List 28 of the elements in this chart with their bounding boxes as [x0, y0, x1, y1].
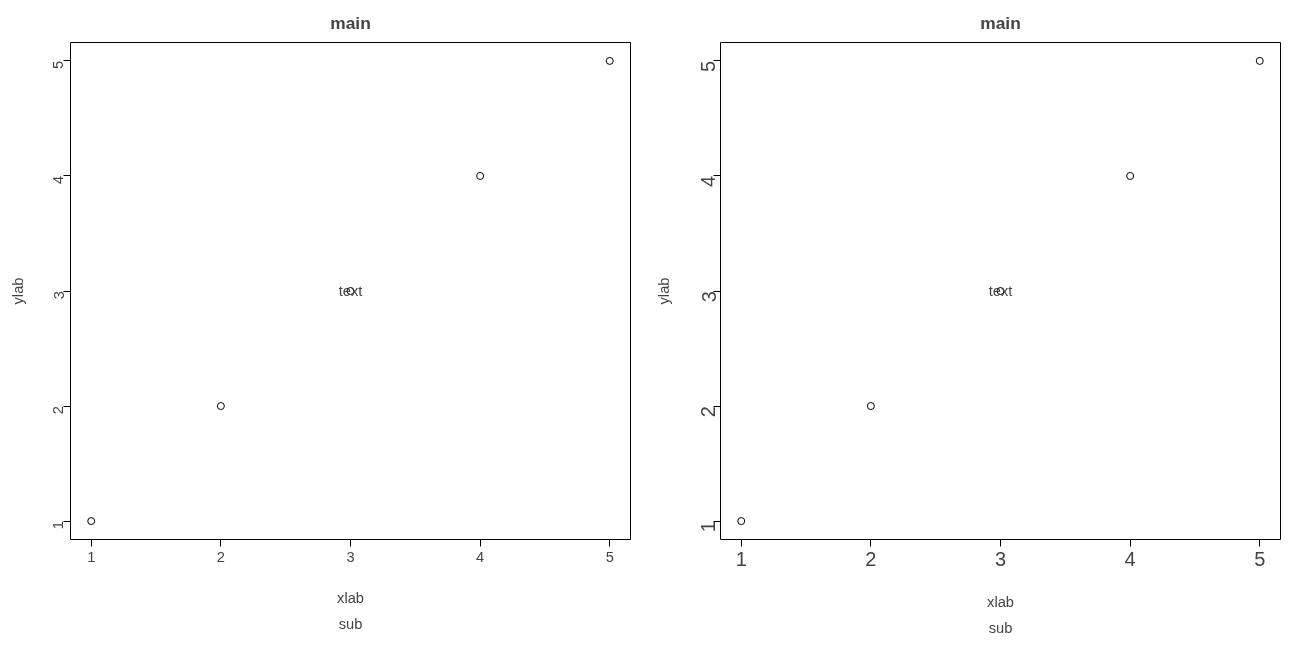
- y-tick-label: 5: [50, 60, 67, 70]
- y-axis-title: ylab: [655, 277, 672, 305]
- y-tick-label: 4: [50, 175, 67, 185]
- x-tick-label: 2: [216, 548, 225, 565]
- chart-title: main: [330, 12, 371, 33]
- x-tick-label: 5: [605, 548, 614, 565]
- x-tick-label: 1: [735, 547, 747, 570]
- x-tick-label: 5: [1254, 547, 1266, 570]
- x-tick-label: 2: [865, 547, 877, 570]
- y-tick-label: 1: [50, 521, 67, 530]
- x-tick-label: 3: [346, 548, 355, 565]
- y-tick-label: 2: [50, 406, 67, 415]
- y-tick-label: 3: [50, 290, 67, 300]
- x-tick-label: 4: [1124, 547, 1136, 570]
- text: sub: [338, 615, 363, 632]
- x-tick-label: 3: [994, 547, 1007, 570]
- y-tick-label: 2: [697, 406, 720, 418]
- y-tick-label: 5: [697, 60, 720, 73]
- y-tick-label: 1: [697, 521, 720, 533]
- x-tick-label: 4: [476, 548, 485, 565]
- chart-title: main: [980, 12, 1021, 33]
- x-axis-title: xlab: [987, 593, 1014, 610]
- x-tick-label: 1: [87, 548, 96, 565]
- x-axis-title: xlab: [337, 589, 364, 606]
- text: sub: [988, 619, 1013, 636]
- y-tick-label: 4: [697, 175, 720, 188]
- y-tick-label: 3: [697, 291, 720, 303]
- y-axis-title: ylab: [9, 277, 26, 305]
